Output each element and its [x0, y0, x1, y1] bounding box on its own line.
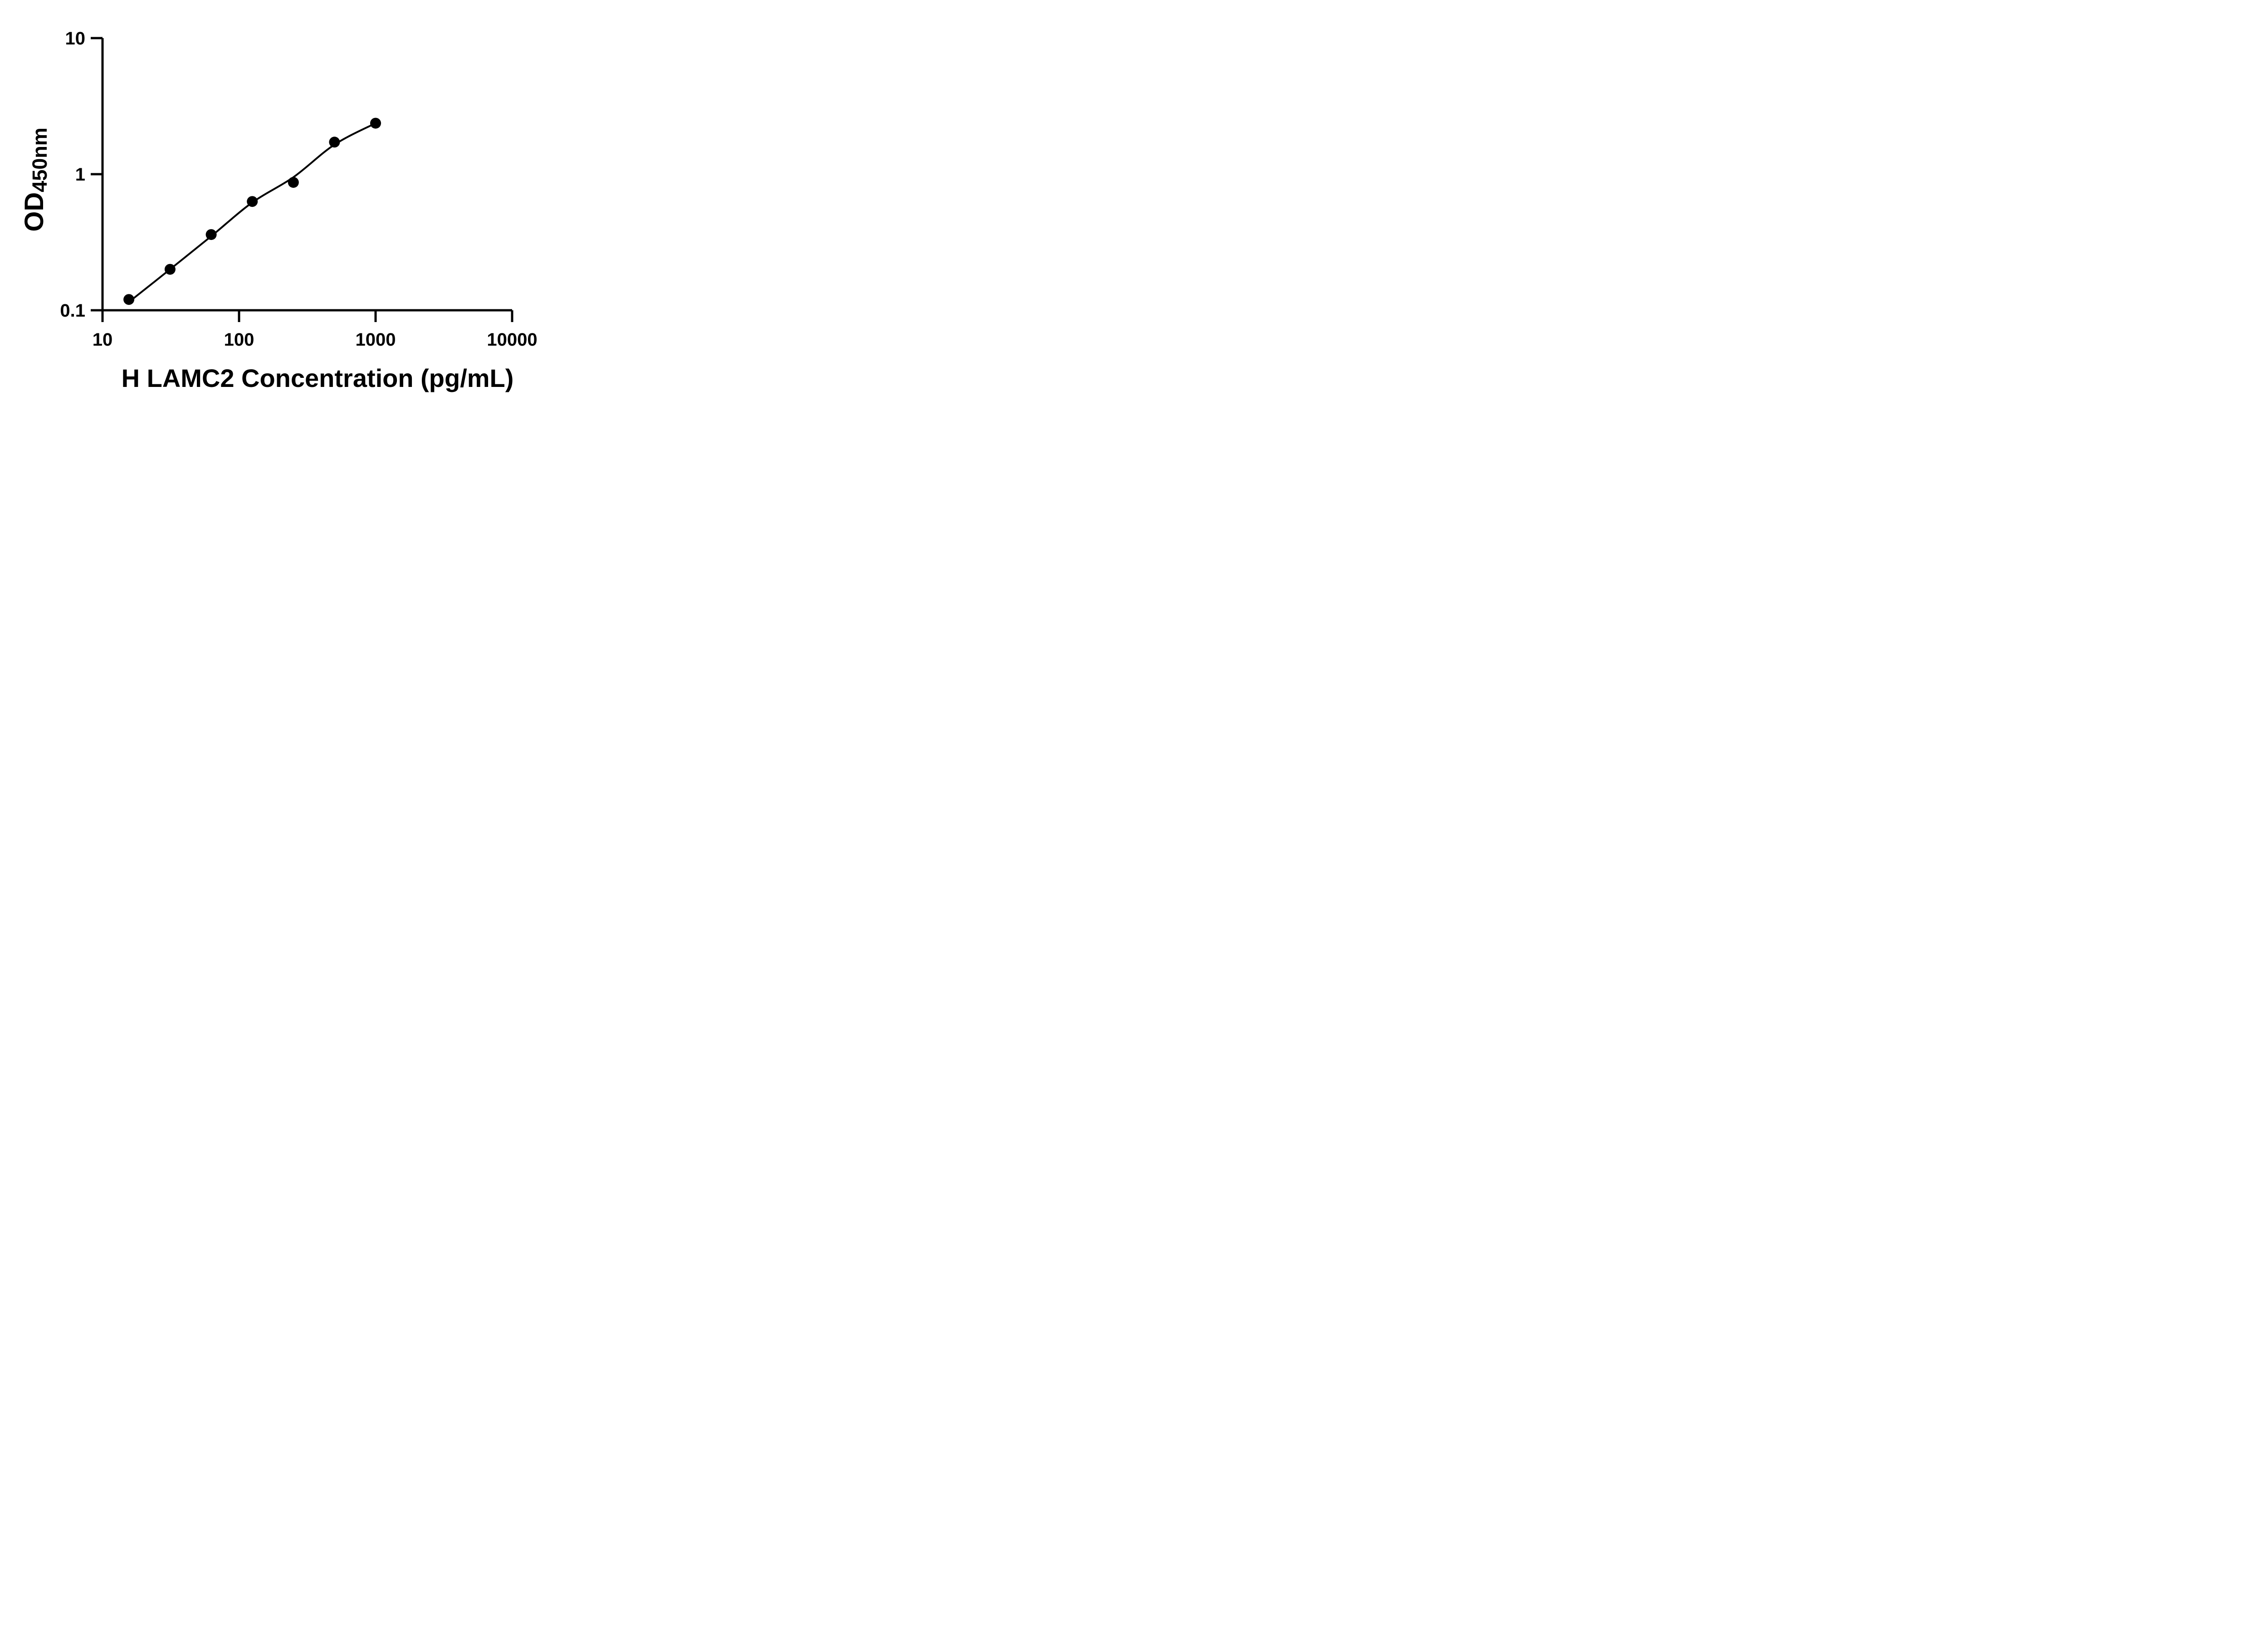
fit-curve-group [128, 122, 376, 303]
y-axis-title-subscript: 450nm [28, 127, 51, 192]
data-point [205, 229, 217, 240]
y-axis-title: OD450nm [20, 127, 51, 232]
y-axis-title-main: OD [20, 192, 49, 232]
data-point [370, 117, 381, 129]
chart-plot-area: 0.1 1 10 10 100 1000 10000 H LAMC2 Concentrati… [20, 29, 538, 392]
data-point [123, 294, 135, 305]
data-point [288, 177, 299, 188]
y-tick-label: 1 [75, 165, 85, 185]
x-tick-label: 10000 [487, 330, 537, 350]
standard-curve-chart: 0.1 1 10 10 100 1000 10000 H LAMC2 Concentrati… [0, 0, 572, 408]
data-point [329, 137, 340, 148]
x-tick-label: 1000 [356, 330, 396, 350]
data-points-group [123, 117, 381, 305]
y-tick-label: 0.1 [60, 301, 85, 321]
fit-curve [128, 122, 376, 303]
x-tick-label: 100 [224, 330, 254, 350]
data-point [247, 196, 258, 207]
x-axis-title: H LAMC2 Concentration (pg/mL) [122, 364, 514, 392]
y-tick-label: 10 [65, 29, 86, 49]
axes-group: 0.1 1 10 10 100 1000 10000 [60, 29, 537, 350]
data-point [164, 264, 176, 275]
x-tick-label: 10 [93, 330, 113, 350]
